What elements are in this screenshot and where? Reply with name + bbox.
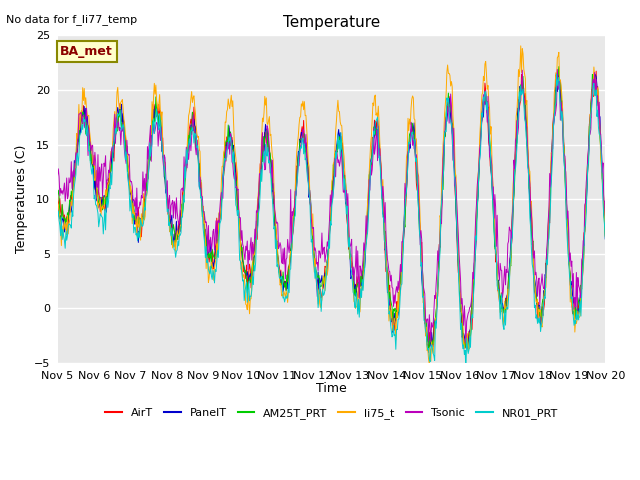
AM25T_PRT [120,119,128,125]
li75_t [205,279,212,285]
Line: PanelT: PanelT [58,73,605,348]
AM25T_PRT [205,255,212,261]
PanelT [398,265,406,271]
AirT [602,224,609,230]
li75_t [426,362,433,368]
li75_t [602,234,609,240]
li75_t [414,169,422,175]
NR01_PRT [120,124,128,130]
Line: li75_t: li75_t [58,46,605,365]
AM25T_PRT [175,228,183,233]
Tsonic [554,67,561,72]
Text: No data for f_li77_temp: No data for f_li77_temp [6,14,138,25]
AM25T_PRT [425,348,433,353]
Tsonic [175,217,183,223]
li75_t [175,231,183,237]
Tsonic [54,172,61,178]
Line: AirT: AirT [58,71,605,352]
AM25T_PRT [54,192,61,198]
Y-axis label: Temperatures (C): Temperatures (C) [15,145,28,253]
Line: AM25T_PRT: AM25T_PRT [58,67,605,350]
AirT [54,190,61,195]
NR01_PRT [414,197,422,203]
AirT [175,227,183,232]
PanelT [54,200,61,206]
AirT [593,68,600,74]
PanelT [414,181,422,187]
AM25T_PRT [555,64,563,70]
PanelT [120,129,128,134]
NR01_PRT [462,368,470,374]
PanelT [175,222,183,228]
AirT [398,264,406,270]
Tsonic [205,223,212,228]
Tsonic [414,173,422,179]
AirT [120,120,128,126]
NR01_PRT [205,266,212,272]
PanelT [63,224,71,229]
AM25T_PRT [602,233,609,239]
li75_t [54,199,61,204]
AirT [425,349,433,355]
AM25T_PRT [63,210,71,216]
Title: Temperature: Temperature [283,15,380,30]
li75_t [398,262,406,268]
AirT [205,251,212,256]
Tsonic [462,340,470,346]
Line: NR01_PRT: NR01_PRT [58,74,605,371]
PanelT [205,250,212,255]
PanelT [554,71,562,76]
Tsonic [63,196,71,202]
AM25T_PRT [398,251,406,257]
AM25T_PRT [414,190,422,196]
NR01_PRT [602,236,609,241]
NR01_PRT [54,215,61,220]
NR01_PRT [175,232,183,238]
NR01_PRT [63,233,71,239]
li75_t [120,116,128,122]
Text: BA_met: BA_met [60,45,113,58]
NR01_PRT [553,71,561,77]
Tsonic [398,239,406,244]
NR01_PRT [398,281,406,287]
Legend: AirT, PanelT, AM25T_PRT, li75_t, Tsonic, NR01_PRT: AirT, PanelT, AM25T_PRT, li75_t, Tsonic,… [100,403,562,423]
Line: Tsonic: Tsonic [58,70,605,343]
AirT [63,224,71,229]
li75_t [517,43,525,49]
PanelT [463,346,471,351]
Tsonic [120,139,128,144]
AirT [414,182,422,188]
li75_t [63,213,71,218]
X-axis label: Time: Time [316,382,347,395]
Tsonic [602,213,609,218]
PanelT [602,236,609,242]
